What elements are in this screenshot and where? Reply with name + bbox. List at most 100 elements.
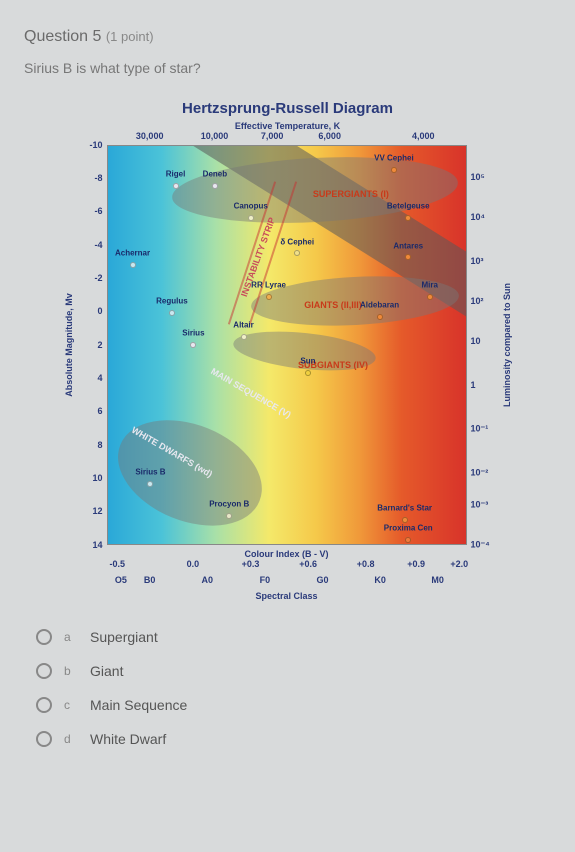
choice-b[interactable]: bGiant <box>36 663 551 679</box>
radio-icon[interactable] <box>36 697 52 713</box>
star-label: Sirius <box>182 329 204 338</box>
choice-text: Supergiant <box>90 629 158 645</box>
plot-area: SUPERGIANTS (I)GIANTS (II,III)SUBGIANTS … <box>107 145 467 545</box>
choice-a[interactable]: a Supergiant <box>36 629 551 645</box>
choice-letter: a <box>64 630 78 644</box>
spectral-tick: F0 <box>260 575 271 585</box>
star-point <box>405 215 411 221</box>
choice-text: White Dwarf <box>90 731 166 747</box>
star-point <box>266 294 272 300</box>
radio-icon[interactable] <box>36 731 52 747</box>
left-axis: Absolute Magnitude, Mv <box>53 145 85 545</box>
region-label: MAIN SEQUENCE (V) <box>209 366 292 420</box>
star-point <box>173 183 179 189</box>
star-label: Barnard's Star <box>377 504 432 513</box>
spectral-tick: A0 <box>202 575 214 585</box>
choice-d[interactable]: dWhite Dwarf <box>36 731 551 747</box>
star-point <box>147 481 153 487</box>
star-label: VV Cephei <box>374 153 414 162</box>
choice-text: Main Sequence <box>90 697 187 713</box>
star-label: Antares <box>393 241 423 250</box>
top-tick: 6,000 <box>318 131 341 141</box>
top-tick: 7,000 <box>261 131 284 141</box>
star-label: Rigel <box>166 169 186 178</box>
star-point <box>190 342 196 348</box>
star-label: Mira <box>421 281 437 290</box>
star-point <box>391 167 397 173</box>
right-tick: 10⁵ <box>471 172 485 182</box>
top-tick: 30,000 <box>136 131 164 141</box>
region-label: GIANTS (II,III) <box>304 300 362 310</box>
colour-index-tick: +0.8 <box>357 559 375 569</box>
spectral-label: Spectral Class <box>107 591 467 601</box>
left-tick: 6 <box>97 406 102 416</box>
colour-index-tick: 0.0 <box>187 559 200 569</box>
star-label: Aldebaran <box>360 301 399 310</box>
left-tick: 10 <box>92 473 102 483</box>
choice-letter: c <box>64 698 78 712</box>
right-tick: 10⁻³ <box>471 500 489 511</box>
left-tick: 4 <box>97 373 102 383</box>
chart-title: Hertzsprung-Russell Diagram <box>53 100 523 117</box>
colour-index-tick: +0.9 <box>407 559 425 569</box>
colour-index-ticks: -0.50.0+0.3+0.6+0.8+0.9+2.0 <box>107 559 467 573</box>
star-point <box>427 294 433 300</box>
radio-icon[interactable] <box>36 663 52 679</box>
left-tick: 12 <box>92 506 102 516</box>
top-ticks: 30,00010,0007,0006,0004,000 <box>107 131 467 145</box>
right-tick: 10⁴ <box>471 212 485 222</box>
spectral-ticks: O5 B0 A0 F0 G0 K0 M0 <box>107 575 467 589</box>
star-label: RR Lyrae <box>251 281 286 290</box>
star-label: Procyon B <box>209 500 249 509</box>
whitedwarfs-band <box>107 400 278 545</box>
spectral-tick: K0 <box>374 575 386 585</box>
region-label: SUPERGIANTS (I) <box>313 189 389 199</box>
star-point <box>405 254 411 260</box>
choice-text: Giant <box>90 663 123 679</box>
left-tick: -6 <box>94 206 102 216</box>
left-tick: -10 <box>89 140 102 150</box>
left-tick: -8 <box>94 173 102 183</box>
spectral-tick: M0 <box>431 575 444 585</box>
question-text: Sirius B is what type of star? <box>24 60 551 76</box>
spectral-tick: G0 <box>316 575 328 585</box>
star-label: Sirius B <box>135 468 165 477</box>
colour-index-tick: +0.6 <box>299 559 317 569</box>
right-tick: 10² <box>471 296 484 306</box>
right-tick: 10⁻² <box>471 468 489 479</box>
star-point <box>305 370 311 376</box>
star-point <box>241 334 247 340</box>
star-point <box>248 215 254 221</box>
right-axis: Luminosity compared to Sun <box>495 145 519 545</box>
star-point <box>130 262 136 268</box>
spectral-tick: O5 <box>115 575 127 585</box>
question-header: Question 5 (1 point) <box>24 28 551 46</box>
left-tick: 2 <box>97 340 102 350</box>
radio-icon[interactable] <box>36 629 52 645</box>
star-label: Regulus <box>156 297 188 306</box>
left-ticks: -10-8-6-4-202468101214 <box>85 145 107 545</box>
star-label: Proxima Cen <box>384 524 433 533</box>
colour-index-tick: +2.0 <box>450 559 468 569</box>
colour-index-label: Colour Index (B - V) <box>107 549 467 559</box>
top-tick: 4,000 <box>412 131 435 141</box>
left-tick: 8 <box>97 440 102 450</box>
right-tick: 10⁻¹ <box>471 424 489 435</box>
right-tick: 10⁻⁴ <box>471 540 490 551</box>
choice-c[interactable]: c Main Sequence <box>36 697 551 713</box>
spectral-tick: B0 <box>144 575 156 585</box>
star-label: Altair <box>233 321 253 330</box>
left-tick: 0 <box>97 306 102 316</box>
colour-index-tick: +0.3 <box>242 559 260 569</box>
star-point <box>294 250 300 256</box>
right-tick: 1 <box>471 380 476 390</box>
star-label: Sun <box>300 356 315 365</box>
right-ticks: 10⁵10⁴10³10²10110⁻¹10⁻²10⁻³10⁻⁴ <box>467 145 495 545</box>
left-tick: -2 <box>94 273 102 283</box>
star-point <box>402 517 408 523</box>
star-label: Canopus <box>234 201 268 210</box>
star-point <box>212 183 218 189</box>
star-point <box>169 310 175 316</box>
left-tick: 14 <box>92 540 102 550</box>
right-tick: 10 <box>471 336 481 346</box>
